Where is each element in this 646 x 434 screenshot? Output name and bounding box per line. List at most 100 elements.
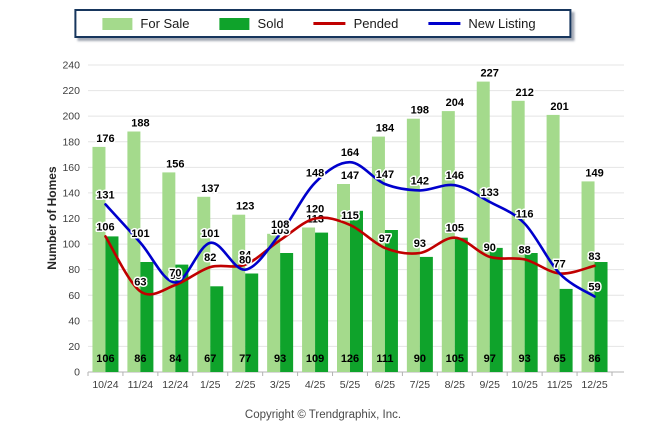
- svg-text:77: 77: [553, 259, 565, 271]
- svg-text:80: 80: [68, 264, 80, 276]
- svg-text:97: 97: [379, 233, 391, 245]
- bar-sold-3/25: [280, 253, 294, 372]
- line-pended: [104, 216, 596, 296]
- svg-text:227: 227: [481, 68, 499, 80]
- svg-text:10/24: 10/24: [92, 379, 118, 391]
- svg-text:149: 149: [585, 167, 603, 179]
- svg-text:3/25: 3/25: [270, 379, 291, 391]
- bar-sold-11/25: [559, 288, 573, 372]
- svg-text:90: 90: [484, 242, 496, 254]
- svg-text:77: 77: [239, 353, 251, 365]
- svg-text:176: 176: [96, 133, 114, 145]
- svg-text:4/25: 4/25: [305, 379, 326, 391]
- svg-text:156: 156: [166, 158, 184, 170]
- svg-text:97: 97: [484, 353, 496, 365]
- svg-text:59: 59: [588, 282, 600, 294]
- svg-text:101: 101: [201, 228, 219, 240]
- svg-text:108: 108: [271, 219, 289, 231]
- svg-text:11/25: 11/25: [547, 379, 573, 391]
- svg-text:148: 148: [306, 168, 324, 180]
- line-new-listing: [104, 160, 596, 298]
- y-axis-title: Number of Homes: [45, 166, 59, 270]
- svg-text:6/25: 6/25: [375, 379, 396, 391]
- bar-for-sale-12/24: [162, 172, 176, 372]
- legend-item-for-sale: For Sale: [102, 16, 190, 31]
- legend-item-pended: Pended: [313, 16, 399, 31]
- legend-label-for-sale: For Sale: [140, 16, 190, 31]
- bar-sold-12/24: [175, 264, 189, 372]
- svg-text:11/24: 11/24: [128, 379, 154, 391]
- bar-for-sale-8/25: [441, 111, 455, 372]
- svg-text:115: 115: [341, 210, 359, 222]
- svg-text:140: 140: [62, 187, 80, 199]
- svg-text:10/25: 10/25: [512, 379, 538, 391]
- svg-text:180: 180: [62, 136, 80, 148]
- bar-for-sale-3/25: [267, 233, 281, 372]
- svg-text:0: 0: [74, 367, 80, 379]
- bar-sold-4/25: [315, 232, 329, 372]
- legend-label-sold: Sold: [257, 16, 284, 31]
- chart-legend: For Sale Sold Pended New Listing: [74, 9, 572, 38]
- svg-text:220: 220: [62, 85, 80, 97]
- bar-for-sale-5/25: [337, 184, 350, 372]
- svg-text:212: 212: [515, 87, 533, 99]
- svg-text:82: 82: [204, 252, 216, 264]
- svg-text:146: 146: [446, 170, 464, 182]
- sold-value-labels: 106 86 84 67 77 93 109 126 111 90 105 97 93 65 86: [96, 353, 600, 365]
- svg-text:63: 63: [134, 276, 146, 288]
- bar-sold-11/24: [140, 262, 154, 372]
- svg-text:200: 200: [62, 111, 80, 123]
- svg-text:133: 133: [481, 187, 499, 199]
- bar-sold-10/25: [524, 253, 538, 372]
- svg-text:105: 105: [446, 223, 464, 235]
- bar-for-sale-12/25: [581, 181, 595, 372]
- bar-sold-2/25: [245, 273, 259, 372]
- bar-for-sale-10/25: [511, 100, 525, 373]
- copyright-text: Copyright © Trendgraphix, Inc.: [244, 409, 402, 421]
- svg-text:86: 86: [588, 353, 600, 365]
- bar-sold-5/25: [350, 210, 363, 372]
- bar-for-sale-2/25: [232, 214, 246, 372]
- svg-text:131: 131: [96, 189, 114, 201]
- svg-text:188: 188: [131, 118, 149, 130]
- svg-text:12/25: 12/25: [581, 379, 607, 391]
- svg-text:84: 84: [169, 353, 182, 365]
- svg-text:184: 184: [376, 123, 395, 135]
- svg-text:106: 106: [96, 353, 114, 365]
- legend-label-pended: Pended: [353, 16, 399, 31]
- bars-for-sale: [92, 81, 595, 373]
- svg-text:111: 111: [376, 353, 393, 365]
- svg-text:147: 147: [376, 169, 394, 181]
- svg-text:120: 120: [306, 204, 324, 216]
- sold-swatch: [219, 17, 250, 30]
- svg-text:70: 70: [169, 267, 181, 279]
- svg-text:147: 147: [341, 170, 359, 182]
- bar-sold-6/25: [384, 230, 398, 372]
- svg-text:84: 84: [239, 250, 252, 262]
- x-axis-ticks: [87, 372, 613, 376]
- svg-text:198: 198: [411, 105, 429, 117]
- svg-text:40: 40: [68, 315, 80, 327]
- svg-text:142: 142: [411, 175, 429, 187]
- svg-text:123: 123: [236, 201, 254, 213]
- bars-sold: [105, 210, 608, 372]
- svg-text:100: 100: [62, 239, 80, 251]
- svg-text:1/25: 1/25: [200, 379, 221, 391]
- svg-text:68: 68: [169, 270, 181, 282]
- legend-item-new-listing: New Listing: [428, 16, 536, 31]
- svg-text:101: 101: [131, 228, 149, 240]
- bar-sold-1/25: [210, 286, 224, 372]
- labels-pended: 106 63 68 82 84 103 120 115 97 93 105 90 88 77 83: [95, 202, 602, 290]
- svg-text:93: 93: [519, 353, 531, 365]
- svg-text:105: 105: [446, 353, 464, 365]
- svg-text:8/25: 8/25: [445, 379, 466, 391]
- svg-text:77: 77: [553, 259, 565, 271]
- svg-text:83: 83: [588, 251, 600, 263]
- bar-for-sale-11/25: [546, 114, 560, 373]
- svg-text:2/25: 2/25: [235, 379, 256, 391]
- bar-for-sale-9/25: [476, 81, 490, 372]
- bar-sold-8/25: [454, 237, 468, 372]
- for-sale-value-labels: 1761881561371231081131471841982042272122…: [95, 66, 605, 233]
